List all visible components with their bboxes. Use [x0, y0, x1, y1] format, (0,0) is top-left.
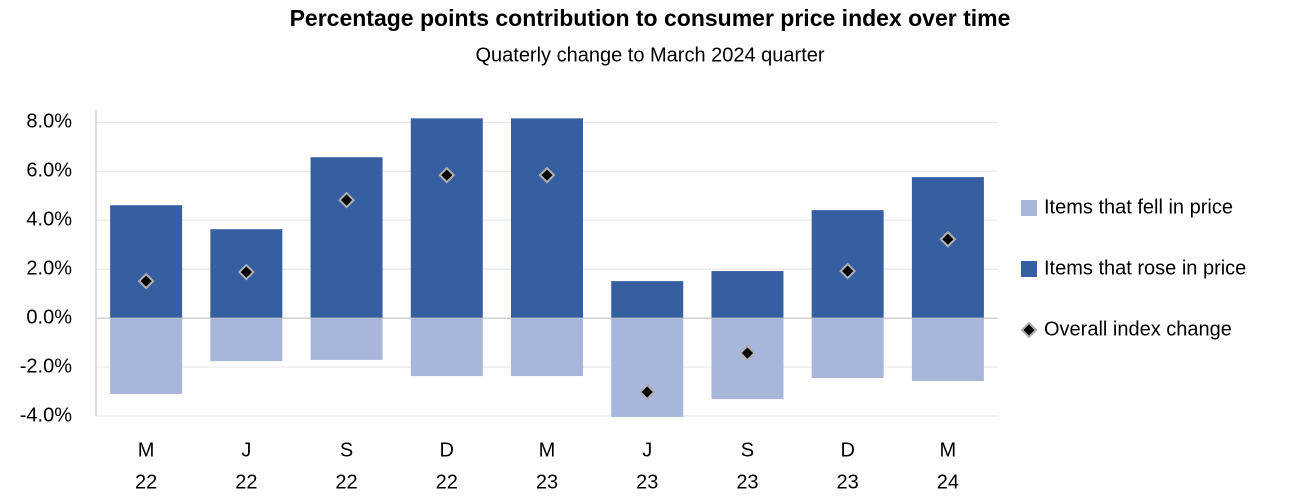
- bar: [410, 118, 483, 319]
- x-tick-label: S: [340, 439, 353, 461]
- x-tick-label: 22: [335, 471, 357, 493]
- marker: [538, 166, 556, 184]
- legend-marker: [1020, 321, 1038, 339]
- x-tick-label: D: [440, 439, 454, 461]
- marker: [739, 344, 756, 362]
- y-tick-label: -4.0%: [20, 404, 72, 426]
- legend-swatch: [1021, 200, 1037, 216]
- bar: [811, 318, 884, 379]
- marker: [137, 272, 155, 290]
- chart-title: Percentage points contribution to consum…: [290, 5, 1011, 31]
- x-tick-label: 23: [736, 471, 758, 493]
- x-tick-label: M: [138, 439, 155, 461]
- chart-subtitle: Quaterly change to March 2024 quarter: [475, 44, 824, 66]
- x-tick-label: 23: [837, 471, 859, 493]
- bar: [210, 318, 283, 362]
- marker: [939, 230, 957, 248]
- marker: [839, 262, 857, 280]
- x-tick-label: 23: [536, 471, 558, 493]
- bar: [611, 318, 684, 417]
- x-tick-label: 22: [135, 471, 157, 493]
- x-tick-label: M: [940, 439, 957, 461]
- y-tick-label: 0.0%: [26, 306, 72, 328]
- bar: [110, 318, 183, 394]
- x-tick-label: J: [642, 439, 652, 461]
- bar: [310, 318, 383, 360]
- x-tick-label: 22: [235, 471, 257, 493]
- x-tick-label: S: [741, 439, 754, 461]
- x-tick-label: J: [241, 439, 251, 461]
- x-tick-label: 24: [937, 471, 959, 493]
- x-tick-label: D: [840, 439, 854, 461]
- y-tick-label: 4.0%: [26, 208, 72, 230]
- y-tick-label: 6.0%: [26, 159, 72, 181]
- bar: [110, 205, 183, 319]
- y-tick-label: 2.0%: [26, 257, 72, 279]
- marker: [338, 191, 355, 209]
- y-tick-label: 8.0%: [26, 111, 72, 133]
- legend-label: Items that rose in price: [1044, 257, 1246, 279]
- x-tick-label: 23: [636, 471, 658, 493]
- bar: [410, 318, 483, 377]
- bar: [711, 271, 784, 319]
- bar: [911, 318, 984, 381]
- bar: [511, 318, 583, 377]
- x-tick-label: 22: [436, 471, 458, 493]
- marker: [237, 263, 255, 281]
- x-tick-label: M: [539, 439, 556, 461]
- legend-label: Items that fell in price: [1044, 196, 1233, 218]
- marker: [638, 383, 656, 401]
- bar: [611, 281, 684, 319]
- marker: [438, 166, 456, 184]
- legend-label: Overall index change: [1044, 318, 1232, 340]
- y-tick-label: -2.0%: [20, 355, 72, 377]
- legend-swatch: [1021, 261, 1037, 277]
- bar: [511, 118, 583, 319]
- bar: [310, 157, 383, 319]
